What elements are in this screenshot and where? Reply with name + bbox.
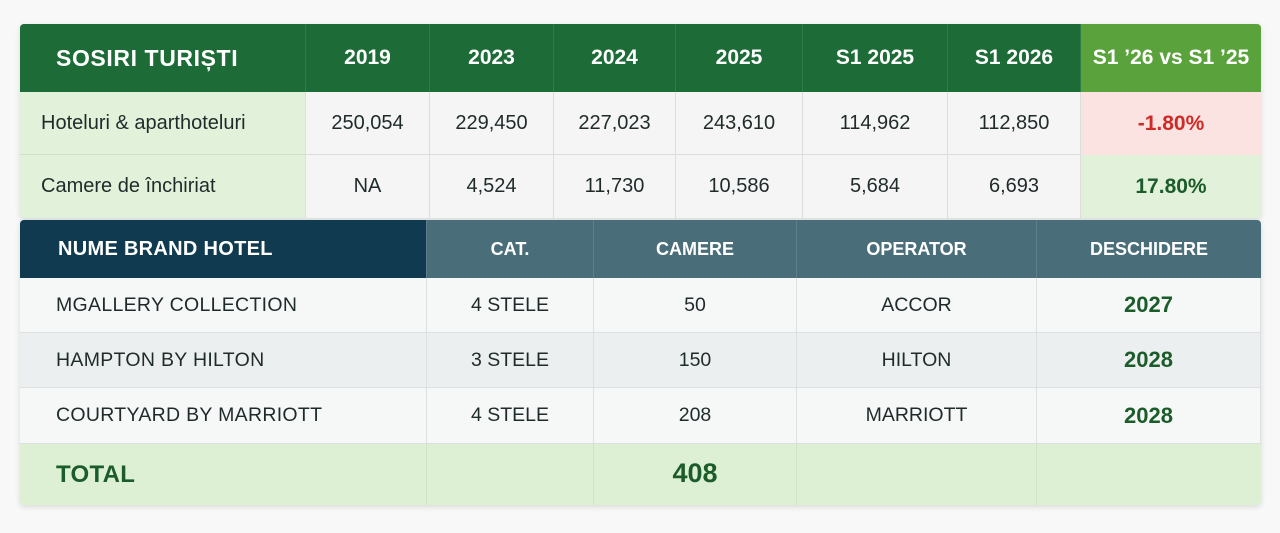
table-cell: 229,450	[430, 92, 554, 155]
hotel-name: COURTYARD BY MARRIOTT	[20, 388, 427, 444]
header-rooms: CAMERE	[594, 220, 797, 278]
row-label-hotels: Hoteluri & aparthoteluri	[20, 92, 306, 155]
table-cell: 4,524	[430, 155, 554, 218]
hotel-opening-year: 2027	[1037, 278, 1261, 333]
table-cell: 10,586	[676, 155, 803, 218]
hotel-opening-year: 2028	[1037, 388, 1261, 444]
hotel-operator: HILTON	[797, 333, 1037, 388]
table-cell: 11,730	[554, 155, 676, 218]
column-header-delta: S1 ’26 vs S1 ’25	[1081, 24, 1261, 92]
table-cell: NA	[306, 155, 430, 218]
hotel-rooms: 50	[594, 278, 797, 333]
tourist-arrivals-table: SOSIRI TURIȘTI 2019 2023 2024 2025 S1 20…	[20, 24, 1261, 218]
column-header-2024: 2024	[554, 24, 676, 92]
hotel-rooms: 150	[594, 333, 797, 388]
total-empty-cell	[1037, 444, 1261, 505]
table-cell: 114,962	[803, 92, 948, 155]
total-rooms: 408	[594, 444, 797, 505]
table-cell: 250,054	[306, 92, 430, 155]
table-cell: 112,850	[948, 92, 1081, 155]
hotel-category: 4 STELE	[427, 388, 594, 444]
hotel-opening-year: 2028	[1037, 333, 1261, 388]
table-cell: 6,693	[948, 155, 1081, 218]
hotel-brands-table: NUME BRAND HOTEL CAT. CAMERE OPERATOR DE…	[20, 220, 1261, 505]
table-cell: 5,684	[803, 155, 948, 218]
delta-positive: 17.80%	[1081, 155, 1261, 218]
column-header-2019: 2019	[306, 24, 430, 92]
column-header-2025: 2025	[676, 24, 803, 92]
hotel-operator: ACCOR	[797, 278, 1037, 333]
header-category: CAT.	[427, 220, 594, 278]
column-header-s1-2025: S1 2025	[803, 24, 948, 92]
hotel-name: HAMPTON BY HILTON	[20, 333, 427, 388]
hotel-category: 4 STELE	[427, 278, 594, 333]
hotel-category: 3 STELE	[427, 333, 594, 388]
total-empty-cell	[427, 444, 594, 505]
delta-negative: -1.80%	[1081, 92, 1261, 155]
column-header-s1-2026: S1 2026	[948, 24, 1081, 92]
table-cell: 227,023	[554, 92, 676, 155]
hotel-name: MGALLERY COLLECTION	[20, 278, 427, 333]
hotel-rooms: 208	[594, 388, 797, 444]
table-cell: 243,610	[676, 92, 803, 155]
header-operator: OPERATOR	[797, 220, 1037, 278]
total-empty-cell	[797, 444, 1037, 505]
column-header-2023: 2023	[430, 24, 554, 92]
row-label-rooms-for-rent: Camere de închiriat	[20, 155, 306, 218]
header-hotel-brand-name: NUME BRAND HOTEL	[20, 220, 427, 278]
header-opening: DESCHIDERE	[1037, 220, 1261, 278]
total-label: TOTAL	[20, 444, 427, 505]
hotel-operator: MARRIOTT	[797, 388, 1037, 444]
arrivals-title: SOSIRI TURIȘTI	[20, 24, 306, 92]
